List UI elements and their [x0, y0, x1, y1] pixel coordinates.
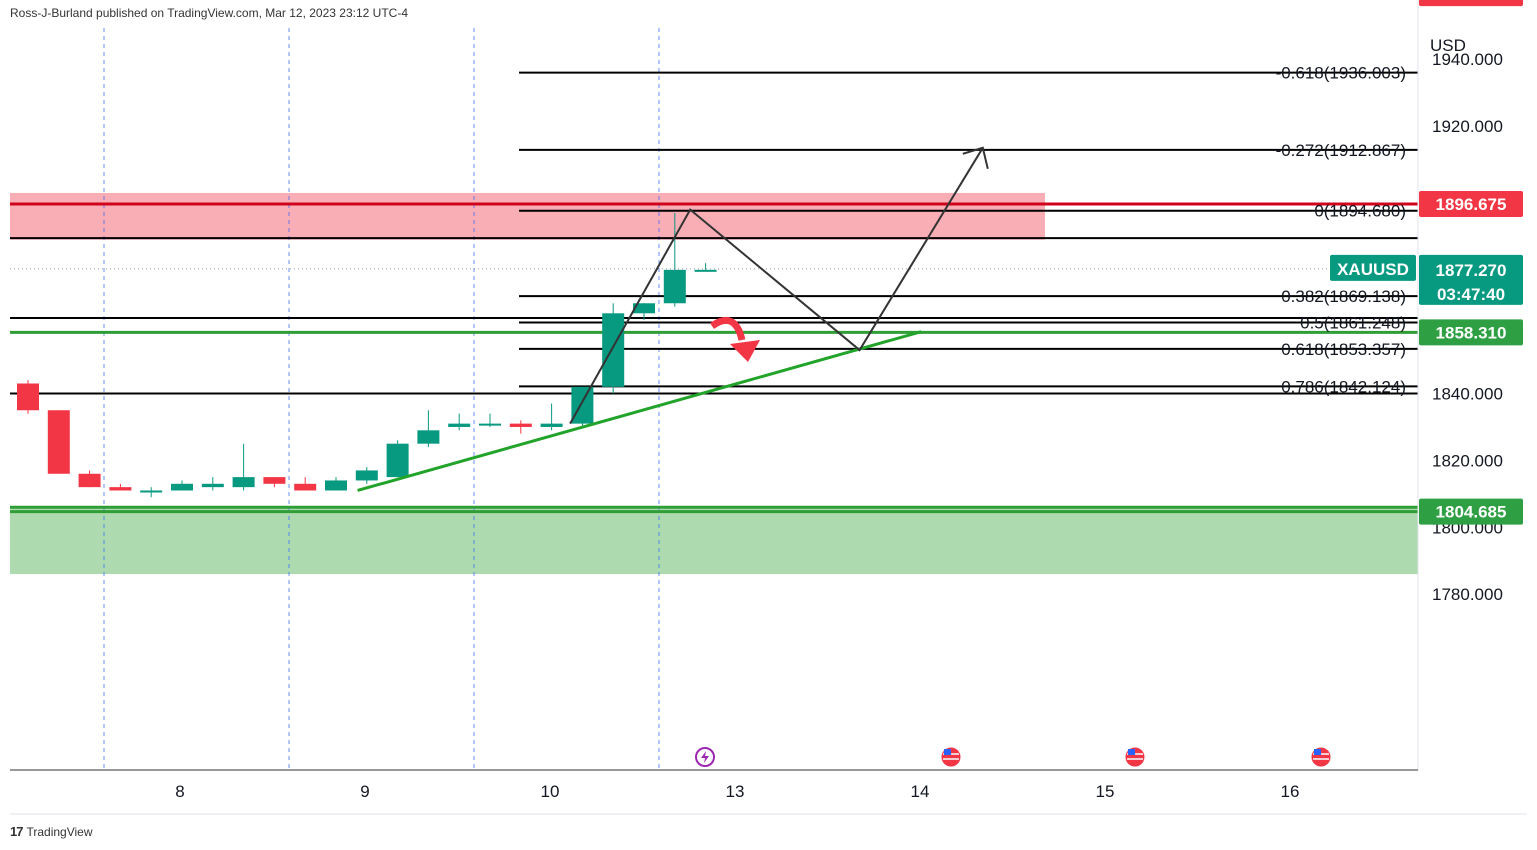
time-tick-label: 15 — [1096, 782, 1115, 801]
time-axis[interactable]: 8 9 10 13 14 15 16 — [175, 782, 1299, 801]
candle-body — [355, 470, 378, 481]
price-tag-bg — [1419, 0, 1523, 7]
candle-body — [17, 383, 39, 411]
drawings-layer — [357, 146, 989, 492]
price-tag-bg — [1419, 191, 1523, 218]
trendline — [357, 330, 922, 492]
countdown-value: 03:47:40 — [1437, 285, 1505, 304]
fib-label: 0.382(1869.138) — [1281, 287, 1406, 306]
plot-area[interactable] — [10, 28, 1418, 770]
price-tag-bg — [1419, 498, 1523, 525]
candle-body — [571, 386, 594, 424]
time-tick-label: 10 — [541, 782, 560, 801]
candle-body — [140, 490, 163, 493]
candle-body — [694, 269, 717, 272]
candle-body — [509, 423, 532, 427]
candle-body — [448, 423, 471, 427]
candle-body — [47, 410, 70, 474]
price-tick-label: 1920.000 — [1432, 117, 1503, 136]
red-arrow-head — [730, 340, 760, 362]
time-tick-label: 9 — [360, 782, 369, 801]
candle-body — [602, 313, 625, 387]
candle-body — [171, 483, 193, 491]
last-price-value: 1877.270 — [1436, 261, 1507, 280]
price-tag-bg — [1419, 319, 1523, 346]
lightning-bolt — [701, 751, 709, 763]
candle-body — [540, 423, 563, 427]
candle-body — [386, 443, 409, 478]
fib-label: 0.618(1853.357) — [1281, 340, 1406, 359]
support-zone — [10, 507, 1418, 575]
fib-labels-layer: -0.618(1936.003) -0.272(1912.867) 0(1894.6… — [1276, 64, 1406, 397]
projection-arrowhead — [962, 146, 989, 170]
time-tick-label: 13 — [726, 782, 745, 801]
zones-layer — [10, 192, 1418, 575]
fib-label: 0(1894.680) — [1314, 202, 1406, 221]
projection-path — [569, 147, 984, 425]
price-tag: 1896.675 — [1436, 195, 1507, 214]
price-tag: 1804.685 — [1436, 503, 1507, 522]
candle-body — [109, 487, 132, 491]
price-tag: 1959.770 — [1436, 0, 1507, 3]
price-tick-label: 1780.000 — [1432, 585, 1503, 604]
candle-body — [633, 303, 655, 314]
us-flag-canton — [1128, 749, 1135, 755]
levels-layer — [10, 71, 1418, 514]
event-icons — [695, 746, 1332, 768]
candle-body — [479, 423, 501, 426]
price-tag: 1858.310 — [1436, 323, 1507, 342]
time-tick-label: 16 — [1281, 782, 1300, 801]
candle-body — [417, 430, 440, 444]
candle-body — [201, 483, 224, 488]
symbol-tag: XAUUSD — [1337, 260, 1409, 279]
symbol-tag-bg — [1330, 254, 1416, 281]
tradingview-logo-icon: 17 — [10, 824, 24, 839]
fib-label: -0.272(1912.867) — [1276, 141, 1406, 160]
price-tick-label: 1940.000 — [1432, 50, 1503, 69]
brand-text: TradingView — [26, 824, 93, 839]
candle-body — [663, 269, 686, 304]
time-tick-label: 8 — [175, 782, 184, 801]
currency-label: USD — [1430, 36, 1466, 55]
candles-layer — [17, 212, 717, 498]
tradingview-brand[interactable]: 17 TradingView — [10, 824, 93, 839]
candle-body — [325, 480, 347, 491]
last-price-tag-bg — [1419, 254, 1523, 305]
price-tick-label: 1820.000 — [1432, 451, 1503, 470]
fib-label: -0.618(1936.003) — [1276, 64, 1406, 83]
time-tick-label: 14 — [911, 782, 930, 801]
publisher-credit: Ross-J-Burland published on TradingView.… — [10, 6, 408, 20]
session-separators — [10, 28, 1418, 770]
price-tick-label: 1840.000 — [1432, 385, 1503, 404]
red-curved-arrow — [710, 316, 746, 341]
fib-label: 0.5(1861.248) — [1300, 313, 1406, 332]
resistance-zone — [10, 192, 1045, 240]
candle-body — [263, 477, 286, 484]
candle-body — [294, 483, 317, 491]
candle-body — [232, 477, 255, 488]
candle-body — [78, 473, 101, 488]
fib-label: 0.786(1842.124) — [1281, 377, 1406, 396]
us-flag-canton — [944, 749, 951, 755]
price-tags: 1959.770 1896.675 1858.310 1804.685 1877.270… — [1330, 0, 1523, 525]
us-flag-canton — [1314, 749, 1321, 755]
